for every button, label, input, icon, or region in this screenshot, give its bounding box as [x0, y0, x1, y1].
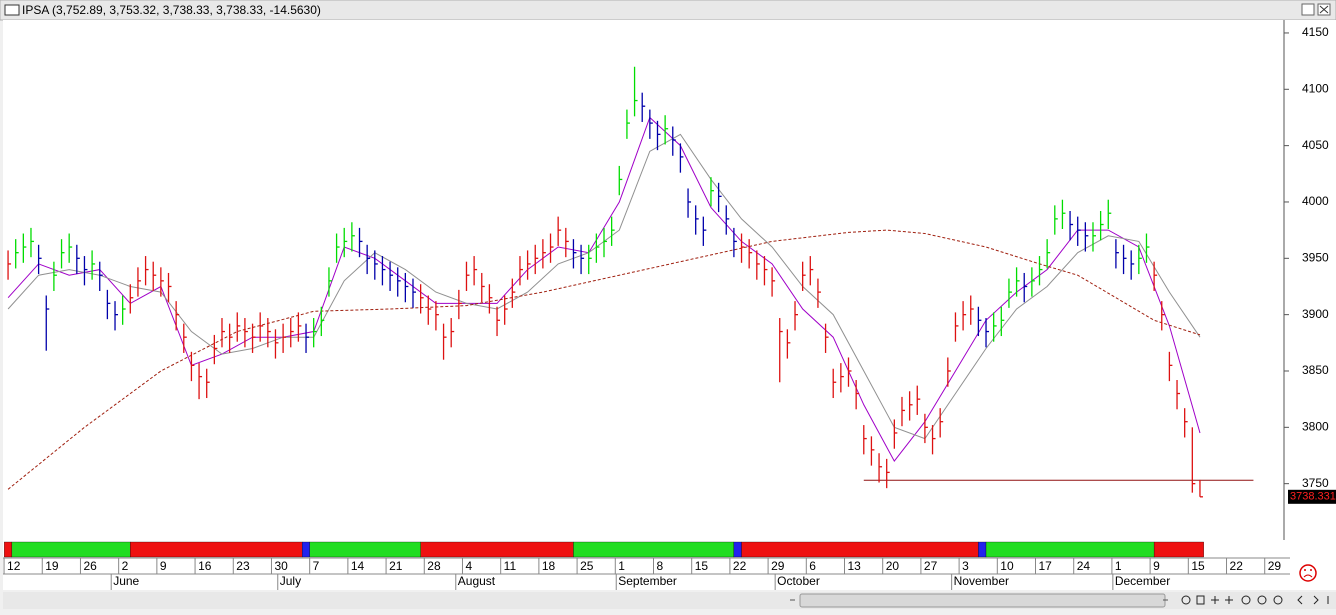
last-price-label: 3738.331: [1290, 491, 1336, 503]
x-tick-label: 26: [83, 559, 97, 573]
x-tick-label: 24: [1077, 559, 1091, 573]
x-tick-label: 27: [924, 559, 938, 573]
trend-segment: [573, 541, 735, 558]
refresh-icon[interactable]: [1181, 595, 1191, 605]
sad-face-eye: [1304, 569, 1306, 571]
x-tick-label: 14: [351, 559, 365, 573]
x-tick-label: 29: [771, 559, 785, 573]
trend-segment: [420, 541, 574, 558]
y-tick-label: 3850: [1302, 363, 1329, 377]
x-tick-label: 28: [427, 559, 441, 573]
x-tick-label: 23: [236, 559, 250, 573]
x-tick-label: 12: [7, 559, 21, 573]
zoom-icon[interactable]: [1273, 595, 1283, 605]
trend-segment: [130, 541, 303, 558]
x-tick-label: 6: [809, 559, 816, 573]
trend-segment: [11, 541, 131, 558]
x-tick-label: 1: [1115, 559, 1122, 573]
trend-segment: [985, 541, 1155, 558]
d-icon[interactable]: [1196, 595, 1205, 605]
x-tick-label: 1: [618, 559, 625, 573]
x-tick-label: 11: [504, 559, 517, 573]
x-tick-label: 19: [45, 559, 59, 573]
x-tick-label: 2: [122, 559, 129, 573]
trend-segment: [309, 541, 421, 558]
trend-segment: [1153, 541, 1204, 558]
price-axis-area: [1284, 20, 1336, 540]
x-tick-label: 15: [1191, 559, 1205, 573]
trend-segment: [302, 541, 311, 558]
x-tick-label: 15: [695, 559, 709, 573]
y-tick-label: 4050: [1302, 138, 1329, 152]
sad-face-mouth: [1303, 574, 1313, 578]
trend-segment: [733, 541, 742, 558]
month-label: October: [777, 574, 820, 588]
window-icon: [4, 4, 20, 16]
y-tick-label: 3800: [1302, 419, 1329, 433]
x-tick-label: 13: [847, 559, 861, 573]
x-tick-label: 4: [465, 559, 472, 573]
x-tick-label: 7: [313, 559, 320, 573]
x-tick-label: 22: [1230, 559, 1244, 573]
x-tick-label: 17: [1039, 559, 1053, 573]
month-label: June: [113, 574, 139, 588]
trend-segment: [978, 541, 987, 558]
y-tick-label: 3750: [1302, 476, 1329, 490]
month-label: September: [618, 574, 677, 588]
move-icon[interactable]: [1225, 596, 1233, 604]
plot-area: [3, 20, 1284, 540]
zoom-out-icon[interactable]: [1257, 595, 1267, 605]
close-icon: [1319, 5, 1329, 14]
move-icon[interactable]: [1211, 596, 1219, 604]
month-label: December: [1115, 574, 1170, 588]
x-tick-label: 29: [1268, 559, 1282, 573]
x-tick-label: 3: [962, 559, 969, 573]
x-tick-label: 21: [389, 559, 403, 573]
x-tick-label: 22: [733, 559, 747, 573]
scrollbar-thumb[interactable]: [799, 593, 1166, 608]
x-tick-label: 10: [1000, 559, 1014, 573]
x-tick-label: 8: [656, 559, 663, 573]
x-tick-label: 9: [160, 559, 167, 573]
month-label: July: [280, 574, 301, 588]
x-tick-label: 18: [542, 559, 556, 573]
last-price-box: [1288, 489, 1336, 504]
month-label: November: [954, 574, 1009, 588]
x-tick-label: 9: [1153, 559, 1160, 573]
y-tick-label: 3950: [1302, 250, 1329, 264]
status-box[interactable]: [1292, 560, 1324, 586]
x-tick-label: 30: [274, 559, 288, 573]
y-tick-label: 3900: [1302, 307, 1329, 321]
moving-average: [7, 116, 1201, 463]
window-title: IPSA (3,752.89, 3,753.32, 3,738.33, 3,73…: [22, 3, 321, 17]
x-tick-label: 25: [580, 559, 594, 573]
prev-icon[interactable]: [1297, 595, 1303, 605]
toolbar-icons: [1181, 595, 1329, 605]
x-tick-label: 20: [886, 559, 900, 573]
moving-average: [7, 229, 1201, 490]
zoom-in-icon[interactable]: [1241, 595, 1251, 605]
y-tick-label: 4100: [1302, 81, 1329, 95]
x-tick-label: 16: [198, 559, 212, 573]
sad-face-eye: [1310, 569, 1312, 571]
sad-face-icon: [1299, 564, 1317, 582]
restore-button[interactable]: [1301, 3, 1315, 16]
trend-segment: [741, 541, 979, 558]
next-icon[interactable]: [1313, 595, 1319, 605]
trend-segment: [4, 541, 13, 558]
y-tick-label: 4000: [1302, 194, 1329, 208]
month-label: August: [458, 574, 496, 588]
y-tick-label: 4150: [1302, 25, 1329, 39]
